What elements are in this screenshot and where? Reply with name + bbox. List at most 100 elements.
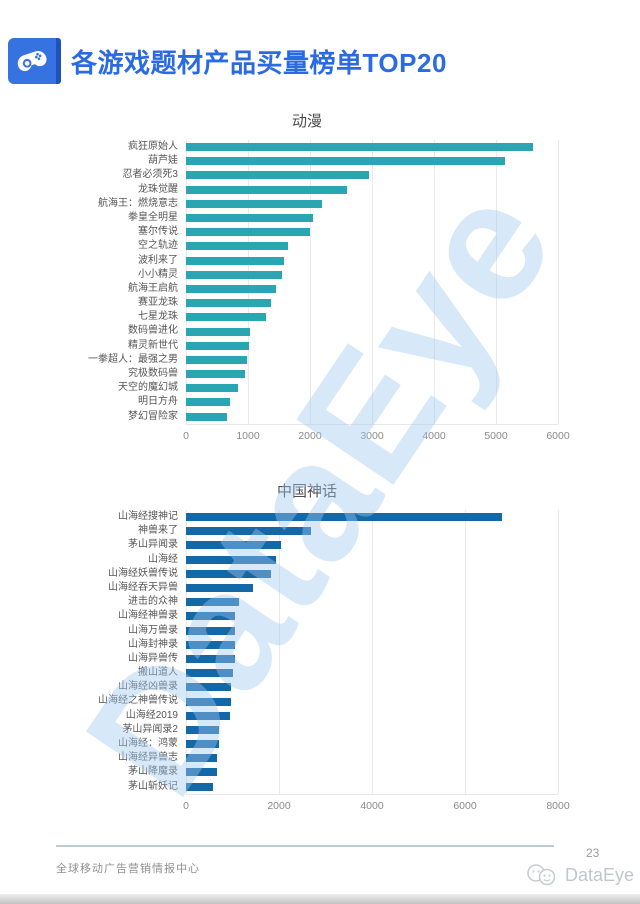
category-label: 进击的众神 bbox=[128, 596, 178, 608]
bar-row bbox=[186, 268, 558, 282]
gridline bbox=[558, 510, 559, 794]
bar-row bbox=[186, 709, 558, 723]
bar-row bbox=[186, 239, 558, 253]
category-label: 山海经吞天异兽 bbox=[108, 581, 178, 593]
category-label: 神兽来了 bbox=[138, 525, 178, 537]
bar bbox=[186, 527, 312, 536]
bar bbox=[186, 598, 240, 607]
category-label: 疯狂原始人 bbox=[128, 141, 178, 152]
x-tick-label: 6000 bbox=[546, 429, 570, 442]
bar bbox=[186, 171, 369, 180]
category-label: 航海王启航 bbox=[128, 282, 178, 294]
bar-row bbox=[186, 197, 558, 211]
x-tick-label: 5000 bbox=[484, 429, 508, 442]
x-tick-label: 3000 bbox=[360, 429, 384, 442]
bar-row bbox=[186, 381, 558, 395]
category-label: 山海经之神兽传说 bbox=[98, 695, 178, 707]
bar bbox=[186, 398, 231, 407]
bar-row bbox=[186, 140, 558, 154]
x-tick-label: 4000 bbox=[360, 799, 384, 812]
category-label: 波利来了 bbox=[138, 254, 178, 266]
bar bbox=[186, 242, 289, 251]
bar bbox=[186, 697, 231, 706]
chart-anime: 动漫 疯狂原始人 葫芦娃 忍者必须死3 龙珠觉醒 航海王：燃烧意志 拳皇全明星 塞尔传说 空之… bbox=[56, 112, 570, 446]
header-icon-wrap bbox=[8, 38, 61, 84]
bar-row bbox=[186, 652, 558, 666]
bar bbox=[186, 270, 283, 279]
bar bbox=[186, 754, 218, 763]
bar-row bbox=[186, 367, 558, 381]
category-label: 塞尔传说 bbox=[138, 226, 178, 238]
bar bbox=[186, 513, 503, 522]
page-number: 23 bbox=[586, 846, 600, 860]
category-label: 梦幻冒险家 bbox=[128, 410, 178, 422]
x-tick-label: 2000 bbox=[298, 429, 322, 442]
category-label: 天空的魔幻城 bbox=[118, 382, 178, 394]
category-label: 山海经 bbox=[148, 553, 178, 565]
bar bbox=[186, 768, 217, 777]
bar bbox=[186, 612, 236, 621]
bar bbox=[186, 569, 271, 578]
plot-area bbox=[186, 510, 559, 795]
category-label: 山海经搜神记 bbox=[118, 511, 178, 522]
bar bbox=[186, 412, 227, 421]
footer-source-text: 全球移动广告营销情报中心 bbox=[56, 863, 200, 875]
category-label: 茅山降魔录 bbox=[128, 766, 178, 778]
bottom-page-edge bbox=[0, 894, 640, 904]
bar-row bbox=[186, 751, 558, 765]
gridline bbox=[434, 140, 435, 424]
labels-column: 山海经搜神记 神兽来了 茅山异闻录 山海经 山海经妖兽传说 山海经吞天异兽 进击的众神 山海经… bbox=[56, 510, 186, 795]
bar-row bbox=[186, 553, 558, 567]
bar bbox=[186, 683, 231, 692]
category-label: 小小精灵 bbox=[138, 268, 178, 280]
category-label: 究极数码兽 bbox=[128, 368, 178, 379]
x-tick-label: 8000 bbox=[546, 799, 570, 812]
category-label: 茅山异闻录2 bbox=[122, 723, 178, 735]
bar bbox=[186, 327, 250, 336]
bar-row bbox=[186, 282, 558, 296]
category-label: 数码兽进化 bbox=[128, 325, 178, 337]
bar-row bbox=[186, 694, 558, 708]
category-label: 赛亚龙珠 bbox=[138, 297, 178, 309]
bar-row bbox=[186, 395, 558, 409]
bar bbox=[186, 584, 253, 593]
bar-row bbox=[186, 510, 558, 524]
x-tick-label: 1000 bbox=[236, 429, 260, 442]
bar-row bbox=[186, 737, 558, 751]
gridline bbox=[465, 510, 466, 794]
bar-row bbox=[186, 581, 558, 595]
category-label: 山海经异兽志 bbox=[118, 752, 178, 764]
x-tick-label: 2000 bbox=[267, 799, 291, 812]
bar-row bbox=[186, 168, 558, 182]
category-label: 茅山斩妖记 bbox=[128, 780, 178, 792]
category-label: 山海经2019 bbox=[125, 709, 178, 721]
bar bbox=[186, 143, 534, 152]
gridline bbox=[248, 140, 249, 424]
bar-row bbox=[186, 609, 558, 623]
category-label: 明日方舟 bbox=[138, 396, 178, 408]
bar bbox=[186, 185, 348, 194]
category-label: 葫芦娃 bbox=[148, 155, 178, 167]
bar-row bbox=[186, 780, 558, 794]
bar-row bbox=[186, 410, 558, 424]
category-label: 山海经：鸿蒙 bbox=[118, 738, 178, 749]
category-label: 一拳超人：最强之男 bbox=[88, 353, 178, 365]
plot-area bbox=[186, 140, 559, 425]
bar bbox=[186, 640, 235, 649]
x-tick-label: 4000 bbox=[422, 429, 446, 442]
category-label: 山海经神兽录 bbox=[118, 610, 178, 622]
category-label: 搬山道人 bbox=[138, 667, 178, 679]
bar bbox=[186, 626, 236, 635]
bar bbox=[186, 256, 284, 265]
bar bbox=[186, 541, 281, 550]
gridline bbox=[186, 510, 187, 794]
gamepad-icon bbox=[8, 38, 56, 84]
category-label: 山海万兽录 bbox=[128, 624, 178, 636]
bar-row bbox=[186, 567, 558, 581]
bar bbox=[186, 740, 219, 749]
bar bbox=[186, 384, 239, 393]
bar-row bbox=[186, 353, 558, 367]
category-label: 茅山异闻录 bbox=[128, 539, 178, 551]
bar-row bbox=[186, 324, 558, 338]
